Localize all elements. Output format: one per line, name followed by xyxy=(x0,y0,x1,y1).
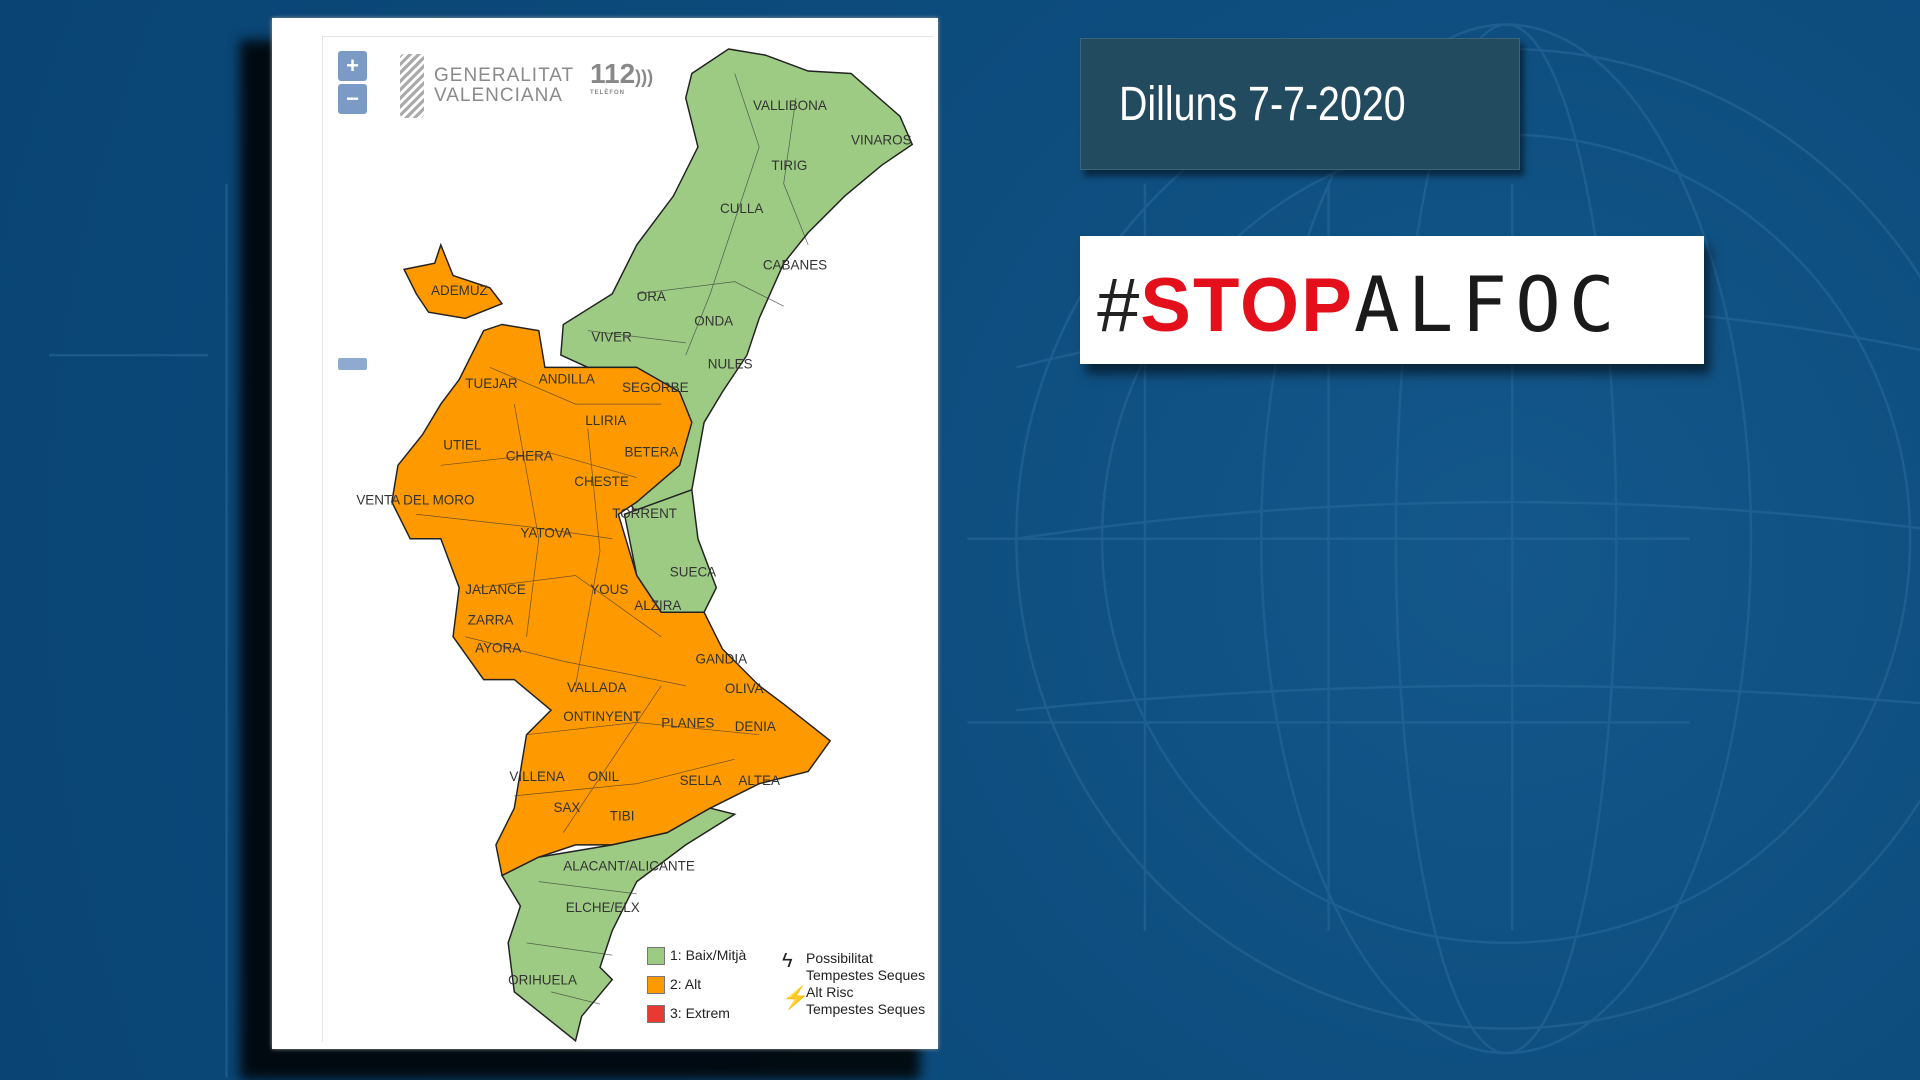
region-ademuz-level2 xyxy=(402,242,504,320)
legend-level3: 3: Extrem xyxy=(670,1005,730,1021)
coat-of-arms-icon xyxy=(400,54,424,118)
date-banner: Dilluns 7-7-2020 xyxy=(1080,38,1520,170)
place-label: ALTEA xyxy=(738,773,780,788)
campaign-red-text: STOP xyxy=(1140,263,1354,348)
place-label: TORRENT xyxy=(612,506,677,521)
zoom-out-button[interactable]: − xyxy=(338,84,367,114)
place-label: ORIHUELA xyxy=(508,972,577,987)
legend-storm-high-2: Tempestes Seques xyxy=(806,1001,926,1017)
region-center-level2 xyxy=(391,323,832,877)
place-label: SAX xyxy=(553,800,580,815)
place-label: YOUS xyxy=(590,582,628,597)
place-label: VALLIBONA xyxy=(753,98,827,113)
campaign-hash: # xyxy=(1096,263,1141,348)
place-label: ONIL xyxy=(588,769,620,784)
place-label: ALZIRA xyxy=(634,598,681,613)
place-label: JALANCE xyxy=(465,582,526,597)
legend-storm-high-1: Alt Risc xyxy=(806,984,854,1000)
region-south-level1 xyxy=(501,807,737,1043)
place-label: BETERA xyxy=(624,445,678,460)
place-label: UTIEL xyxy=(443,437,482,452)
place-label: OLIVA xyxy=(725,681,764,696)
place-label: ORA xyxy=(637,289,666,304)
place-label: VENTA DEL MORO xyxy=(356,492,474,507)
place-label: VILLENA xyxy=(509,769,564,784)
place-label: VIVER xyxy=(591,330,632,345)
logo-line1: GENERALITAT xyxy=(434,65,575,86)
place-label: TIRIG xyxy=(771,158,807,173)
place-label: CHERA xyxy=(506,448,553,463)
place-label: AYORA xyxy=(475,641,521,656)
logo-112: 112))) TELÈFON xyxy=(590,58,654,96)
place-label: SELLA xyxy=(680,773,722,788)
place-label: PLANES xyxy=(661,715,714,730)
place-label: ADEMUZ xyxy=(431,283,488,298)
place-label: ELCHE/ELX xyxy=(566,900,640,915)
legend-level2: 2: Alt xyxy=(670,976,702,992)
place-label: DENIA xyxy=(735,719,776,734)
place-label: SUECA xyxy=(670,565,716,580)
place-label: YATOVA xyxy=(520,526,571,541)
place-label: ONDA xyxy=(694,314,733,329)
legend-swatch-level1 xyxy=(647,947,665,965)
campaign-black-text: ALFOC xyxy=(1353,260,1623,349)
place-label: ANDILLA xyxy=(539,371,595,386)
place-label: VINAROS xyxy=(851,132,912,147)
legend-level1: 1: Baix/Mitjà xyxy=(670,947,747,963)
generalitat-logo: GENERALITAT VALENCIANA xyxy=(400,54,574,118)
legend-storm-possible-2: Tempestes Seques xyxy=(806,967,926,983)
place-label: LLIRIA xyxy=(585,413,626,428)
date-label: Dilluns 7-7-2020 xyxy=(1119,78,1406,131)
zoom-in-button[interactable]: + xyxy=(338,51,367,81)
place-label: VALLADA xyxy=(567,680,627,695)
legend-swatch-level3 xyxy=(647,1005,665,1023)
logo-line2: VALENCIANA xyxy=(434,85,563,106)
place-label: ALACANT/ALICANTE xyxy=(563,859,695,874)
stopalfoc-banner: #STOPALFOC xyxy=(1080,236,1704,364)
place-label: NULES xyxy=(708,357,753,372)
lightning-outline-icon: ϟ xyxy=(782,950,793,972)
place-label: ZARRA xyxy=(468,612,514,627)
place-label: CULLA xyxy=(720,201,763,216)
zoom-slider-handle[interactable] xyxy=(338,358,367,370)
place-label: TUEJAR xyxy=(465,376,518,391)
legend-swatch-level2 xyxy=(647,976,665,994)
place-label: CHESTE xyxy=(574,474,629,489)
place-label: TIBI xyxy=(610,808,635,823)
place-label: ONTINYENT xyxy=(563,709,641,724)
place-label: CABANES xyxy=(763,257,827,272)
place-label: GANDIA xyxy=(696,652,748,667)
place-label: SEGORBE xyxy=(622,380,689,395)
lightning-filled-icon: ⚡ xyxy=(782,985,810,1010)
legend-storm-possible-1: Possibilitat xyxy=(806,950,873,966)
